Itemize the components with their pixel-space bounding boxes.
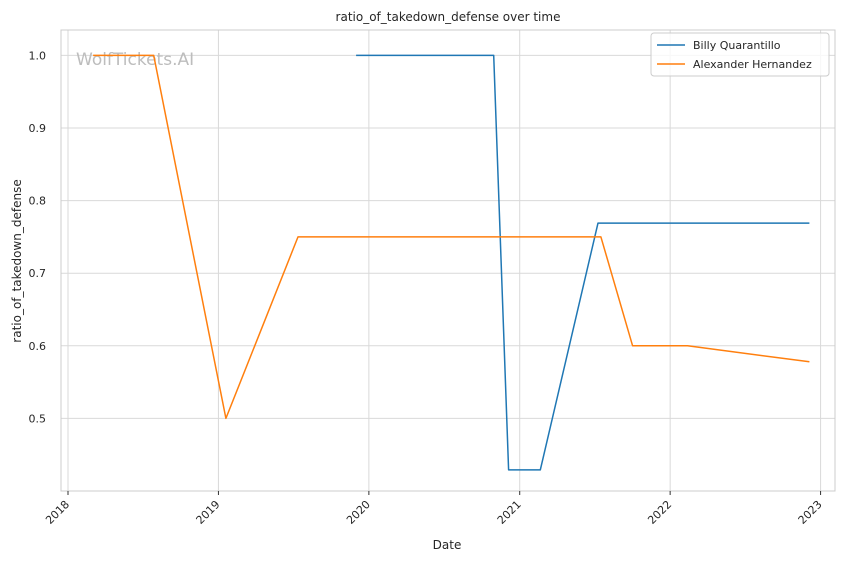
y-tick-label: 0.7 — [29, 267, 47, 280]
series-line-0 — [356, 54, 810, 471]
legend-label-0: Billy Quarantillo — [693, 39, 781, 52]
y-tick-label: 1.0 — [29, 49, 47, 62]
legend: Billy Quarantillo Alexander Hernandez — [650, 32, 830, 77]
legend-box — [650, 32, 830, 77]
y-tick-label: 0.6 — [29, 340, 47, 353]
plot-frame — [60, 29, 836, 492]
chart-title: ratio_of_takedown_defense over time — [336, 10, 561, 24]
y-tick-label: 0.8 — [29, 195, 47, 208]
x-axis-title: Date — [433, 538, 462, 552]
watermark-text: WolfTickets.AI — [76, 50, 194, 70]
y-tick-label: 0.9 — [29, 122, 47, 135]
series-line-1 — [93, 54, 810, 420]
series-lines — [93, 54, 810, 471]
grid-lines — [61, 30, 835, 491]
y-tick-label: 0.5 — [29, 412, 47, 425]
y-axis-title: ratio_of_takedown_defense — [10, 179, 24, 342]
legend-label-1: Alexander Hernandez — [693, 58, 812, 71]
y-axis-ticks: 0.5 0.6 0.7 0.8 0.9 1.0 — [29, 49, 47, 425]
